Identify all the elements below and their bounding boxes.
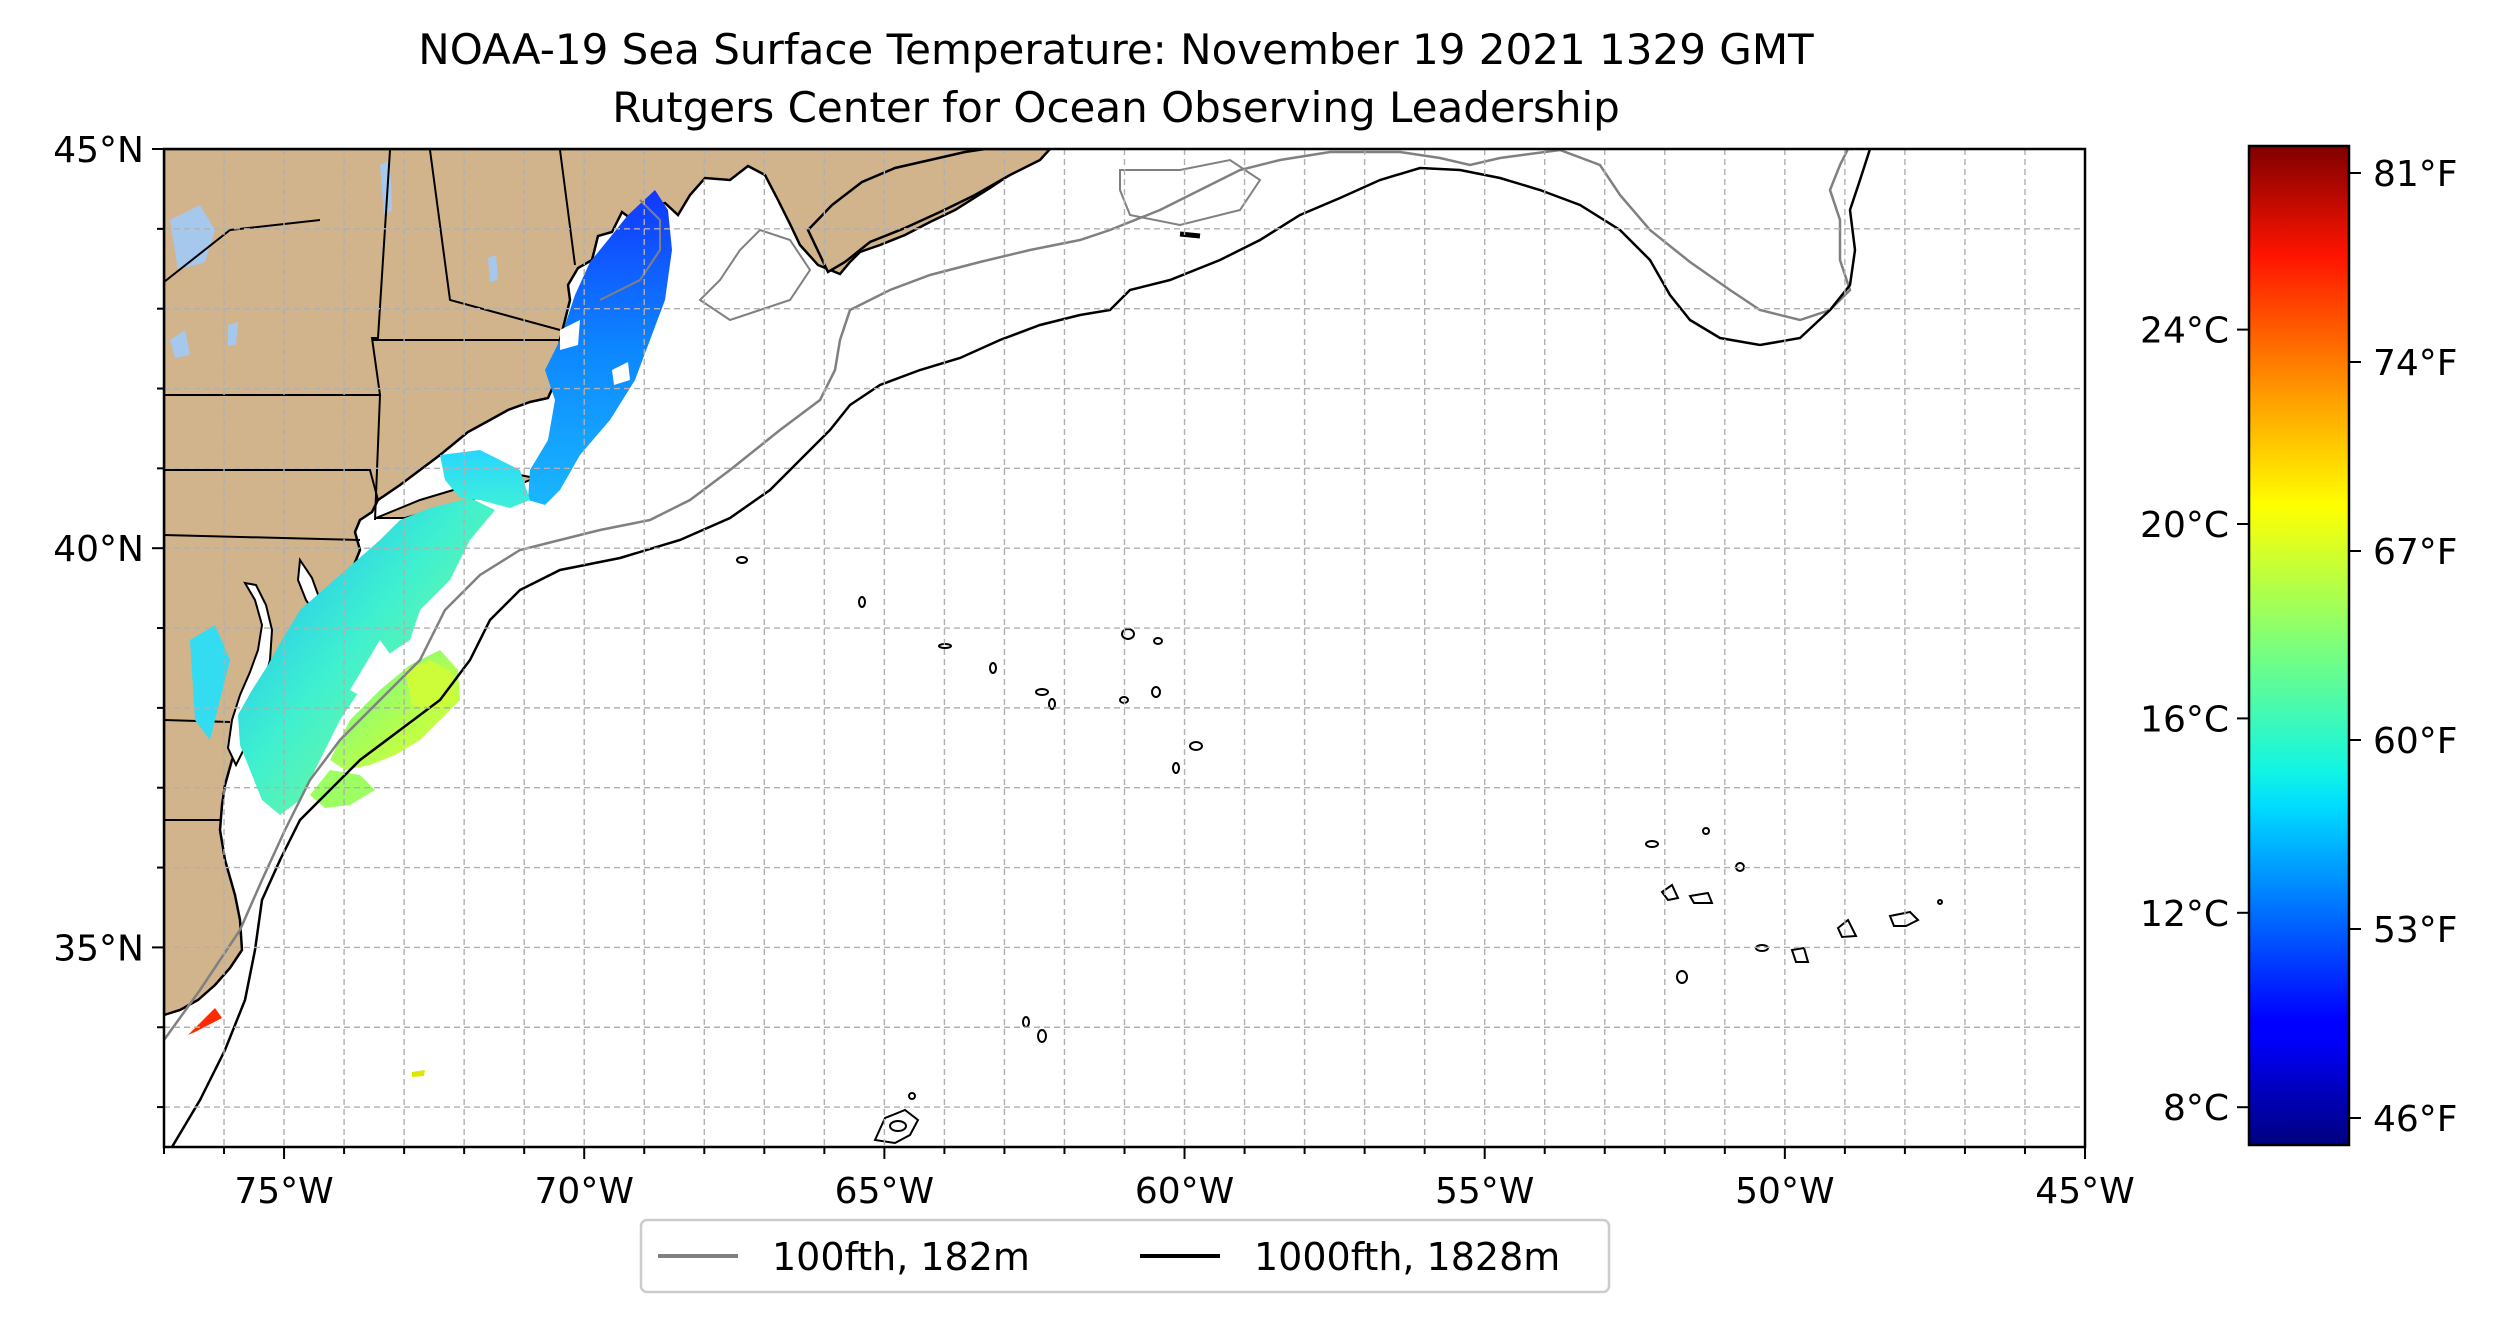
colorbar: 81°F 74°F 67°F 60°F 53°F 46°F 24°C 20°C 16°C 12°C… xyxy=(2140,144,2458,1147)
chart-title: NOAA-19 Sea Surface Temperature: Novembe… xyxy=(418,25,1814,74)
legend-label-100fth: 100fth, 182m xyxy=(772,1235,1030,1279)
map-area xyxy=(164,149,2085,1147)
sst-swath xyxy=(188,190,672,1077)
colorbar-c-label: 24°C xyxy=(2140,311,2229,352)
legend: 100fth, 182m 1000fth, 1828m xyxy=(639,1218,1611,1294)
state-borders xyxy=(164,149,576,821)
map-grid xyxy=(164,149,2085,1147)
colorbar-frame xyxy=(2247,144,2351,1147)
x-tick-label: 65°W xyxy=(835,1171,934,1212)
colorbar-ticks: 81°F 74°F 67°F 60°F 53°F 46°F 24°C 20°C 16°C 12°C… xyxy=(2140,154,2457,1140)
seamounts xyxy=(736,231,1943,1145)
isobath-100fth-gulf-of-maine xyxy=(599,199,812,322)
colorbar-c-label: 12°C xyxy=(2140,894,2229,935)
colorbar-c-label: 16°C xyxy=(2140,699,2229,740)
isobath-100fth-grand-banks xyxy=(1119,158,1262,227)
x-tick-label: 75°W xyxy=(234,1171,333,1212)
colorbar-c-label: 8°C xyxy=(2163,1088,2229,1129)
x-tick-label: 70°W xyxy=(535,1171,634,1212)
y-tick-label: 40°N xyxy=(53,529,144,570)
colorbar-f-label: 67°F xyxy=(2373,532,2458,573)
legend-label-1000fth: 1000fth, 1828m xyxy=(1254,1235,1560,1279)
colorbar-f-label: 60°F xyxy=(2373,721,2458,762)
isobath-100fth xyxy=(164,149,1852,1041)
x-tick-label: 55°W xyxy=(1435,1171,1534,1212)
y-tick-label: 45°N xyxy=(53,130,144,171)
x-tick-label: 60°W xyxy=(1135,1171,1234,1212)
colorbar-f-label: 46°F xyxy=(2373,1099,2458,1140)
colorbar-f-label: 74°F xyxy=(2373,343,2458,384)
x-tick-label: 45°W xyxy=(2035,1171,2134,1212)
x-tick-label: 50°W xyxy=(1735,1171,1834,1212)
map-axes: 75°W 70°W 65°W 60°W 55°W 50°W 45°W 45°N 40°N 35°N xyxy=(53,130,2134,1212)
legend-box xyxy=(639,1218,1611,1294)
colorbar-f-label: 53°F xyxy=(2373,910,2458,951)
colorbar-c-label: 20°C xyxy=(2140,505,2229,546)
colorbar-f-label: 81°F xyxy=(2373,154,2458,195)
y-tick-label: 35°N xyxy=(53,928,144,969)
isobath-1000fth xyxy=(170,149,1872,1147)
chart-subtitle: Rutgers Center for Ocean Observing Leade… xyxy=(612,83,1620,132)
colorbar-gradient xyxy=(2249,146,2349,1145)
